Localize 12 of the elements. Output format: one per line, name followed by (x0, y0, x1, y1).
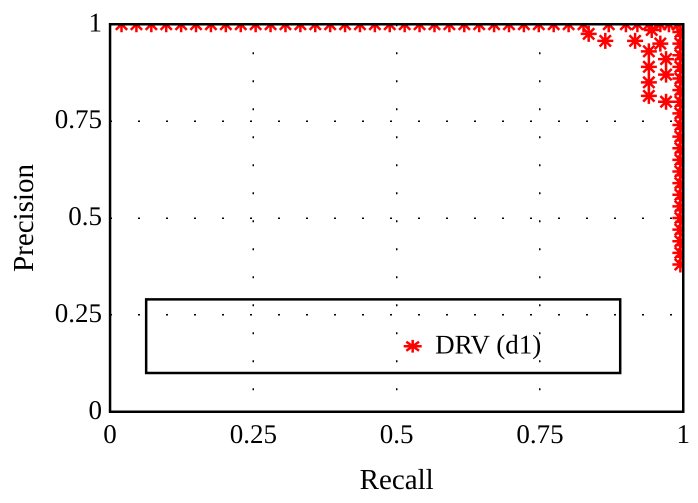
x-tick-label: 0.25 (230, 419, 277, 450)
y-tick-label: 1 (88, 7, 102, 38)
y-tick-label: 0.25 (54, 298, 102, 328)
x-tick-label: 1 (676, 419, 690, 450)
y-tick-label: 0 (88, 394, 102, 425)
y-tick-label: 0.75 (54, 104, 102, 134)
y-axis-title: Precision (8, 164, 40, 272)
legend-label: DRV (d1) (435, 329, 542, 360)
x-axis-title: Recall (360, 464, 434, 496)
y-tick-label: 0.5 (68, 201, 102, 232)
x-tick-label: 0.75 (516, 419, 564, 450)
x-tick-label: 0.5 (380, 419, 414, 450)
